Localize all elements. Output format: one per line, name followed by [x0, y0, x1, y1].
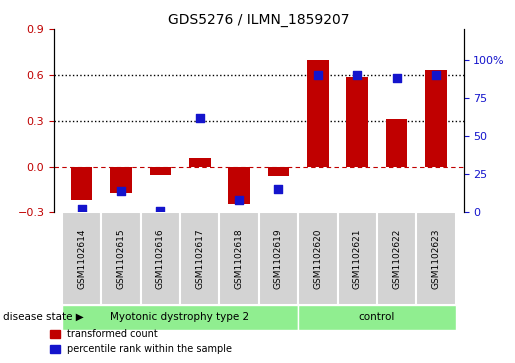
FancyBboxPatch shape	[141, 212, 180, 305]
Point	[432, 72, 440, 78]
FancyBboxPatch shape	[377, 212, 416, 305]
FancyBboxPatch shape	[416, 212, 456, 305]
Text: GSM1102614: GSM1102614	[77, 228, 86, 289]
FancyBboxPatch shape	[180, 212, 219, 305]
Text: GSM1102618: GSM1102618	[235, 228, 244, 289]
Text: GSM1102621: GSM1102621	[353, 228, 362, 289]
Bar	[189, 158, 211, 167]
Text: GSM1102623: GSM1102623	[432, 228, 440, 289]
Text: disease state ▶: disease state ▶	[3, 312, 83, 322]
FancyBboxPatch shape	[219, 212, 259, 305]
Bar	[149, 167, 171, 175]
Point	[78, 207, 86, 212]
Point	[392, 75, 401, 81]
Text: Myotonic dystrophy type 2: Myotonic dystrophy type 2	[111, 312, 250, 322]
FancyBboxPatch shape	[298, 212, 337, 305]
Text: GSM1102616: GSM1102616	[156, 228, 165, 289]
FancyBboxPatch shape	[62, 305, 298, 330]
Point	[353, 72, 362, 78]
Text: GSM1102622: GSM1102622	[392, 228, 401, 289]
Bar	[347, 77, 368, 167]
FancyBboxPatch shape	[259, 212, 298, 305]
Point	[156, 208, 164, 214]
Bar	[386, 119, 407, 167]
Point	[117, 188, 125, 194]
Point	[314, 72, 322, 78]
Text: GSM1102620: GSM1102620	[313, 228, 322, 289]
Text: control: control	[359, 312, 395, 322]
Bar	[228, 167, 250, 204]
Text: GSM1102615: GSM1102615	[116, 228, 126, 289]
FancyBboxPatch shape	[62, 212, 101, 305]
Point	[235, 197, 243, 203]
FancyBboxPatch shape	[298, 305, 456, 330]
Text: GSM1102617: GSM1102617	[195, 228, 204, 289]
Legend: transformed count, percentile rank within the sample: transformed count, percentile rank withi…	[46, 326, 236, 358]
Text: GSM1102619: GSM1102619	[274, 228, 283, 289]
Bar	[425, 70, 447, 167]
Bar	[71, 167, 93, 200]
Point	[274, 187, 283, 192]
Point	[196, 115, 204, 121]
Bar	[268, 167, 289, 176]
Bar	[110, 167, 132, 193]
Title: GDS5276 / ILMN_1859207: GDS5276 / ILMN_1859207	[168, 13, 350, 26]
FancyBboxPatch shape	[101, 212, 141, 305]
FancyBboxPatch shape	[337, 212, 377, 305]
Bar	[307, 60, 329, 167]
